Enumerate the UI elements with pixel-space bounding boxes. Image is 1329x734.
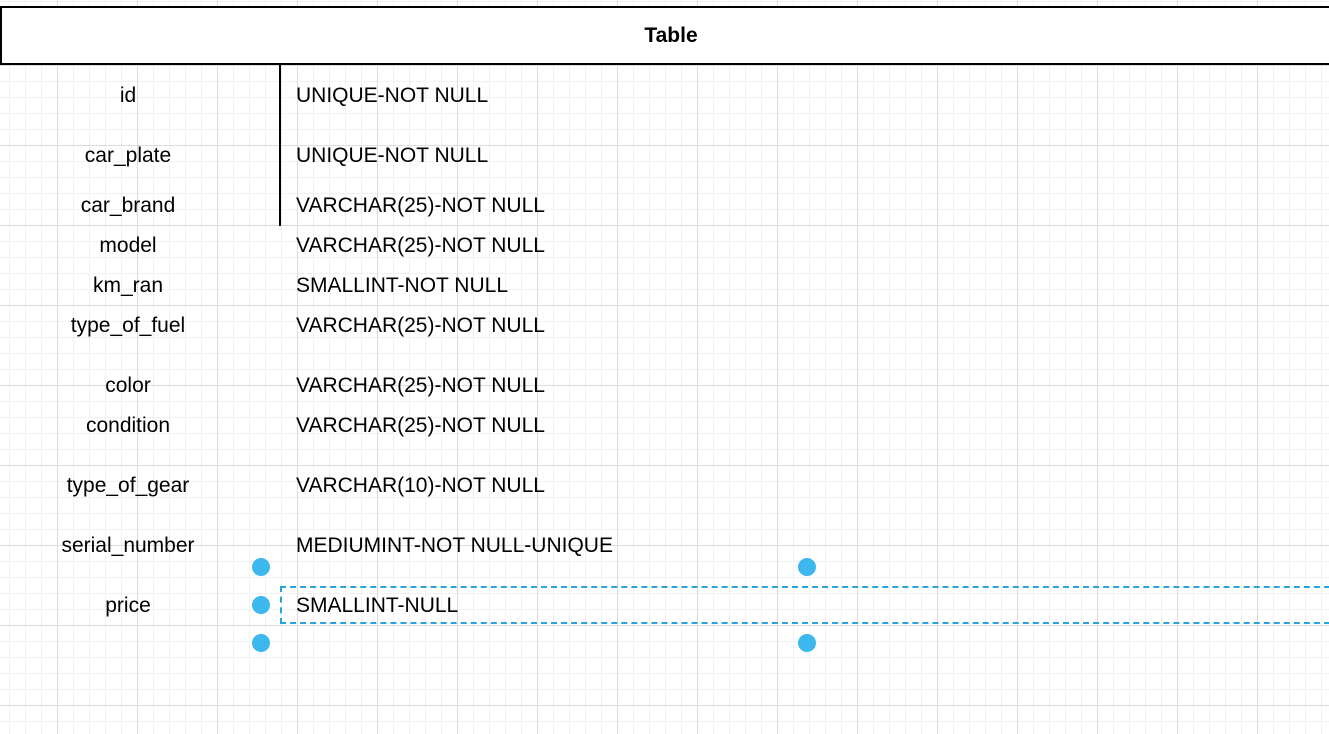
field-type: UNIQUE-NOT NULL [296,144,489,167]
field-type: VARCHAR(25)-NOT NULL [296,314,545,337]
field-name: model [99,234,157,257]
field-name: type_of_gear [66,474,190,497]
field-row-condition[interactable]: condition VARCHAR(25)-NOT NULL [0,411,1329,441]
table-shape[interactable]: Table id UNIQUE-NOT NULL car_plate UNIQU… [0,6,1329,734]
field-type: MEDIUMINT-NOT NULL-UNIQUE [296,534,613,557]
field-row-type-of-fuel[interactable]: type_of_fuel VARCHAR(25)-NOT NULL [0,311,1329,341]
field-row-id[interactable]: id UNIQUE-NOT NULL [0,81,1329,111]
field-type: VARCHAR(10)-NOT NULL [296,474,545,497]
field-type: SMALLINT-NULL [296,594,459,617]
field-name: km_ran [92,274,164,297]
column-divider [279,65,281,226]
resize-handle-bottom-left[interactable] [252,634,270,652]
field-name: color [105,374,151,397]
resize-handle-top-left[interactable] [252,558,270,576]
field-type: VARCHAR(25)-NOT NULL [296,194,545,217]
field-name: type_of_fuel [70,314,186,337]
field-type: VARCHAR(25)-NOT NULL [296,414,545,437]
field-name: car_plate [84,144,172,167]
table-title: Table [644,23,698,47]
resize-handle-middle-left[interactable] [252,596,270,614]
field-name: price [105,594,151,617]
table-header[interactable]: Table [0,6,1329,65]
field-row-price[interactable]: price SMALLINT-NULL [0,591,1329,621]
field-type: VARCHAR(25)-NOT NULL [296,234,545,257]
field-row-car-plate[interactable]: car_plate UNIQUE-NOT NULL [0,141,1329,171]
field-row-serial-number[interactable]: serial_number MEDIUMINT-NOT NULL-UNIQUE [0,531,1329,561]
field-name: condition [85,414,171,437]
field-name: car_brand [80,194,176,217]
field-name: id [119,84,137,107]
field-type: UNIQUE-NOT NULL [296,84,489,107]
field-row-model[interactable]: model VARCHAR(25)-NOT NULL [0,231,1329,261]
field-type: SMALLINT-NOT NULL [296,274,508,297]
field-row-color[interactable]: color VARCHAR(25)-NOT NULL [0,371,1329,401]
field-name: serial_number [61,534,195,557]
selection-outline [280,586,1329,624]
field-row-type-of-gear[interactable]: type_of_gear VARCHAR(10)-NOT NULL [0,471,1329,501]
field-type: VARCHAR(25)-NOT NULL [296,374,545,397]
resize-handle-bottom-center[interactable] [798,634,816,652]
field-row-km-ran[interactable]: km_ran SMALLINT-NOT NULL [0,271,1329,301]
field-row-car-brand[interactable]: car_brand VARCHAR(25)-NOT NULL [0,191,1329,221]
resize-handle-top-center[interactable] [798,558,816,576]
